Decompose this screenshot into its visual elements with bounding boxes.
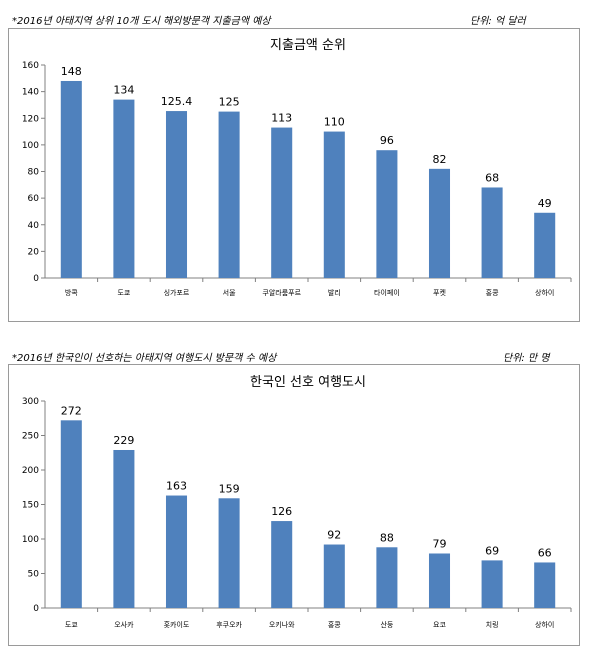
chart2-data-label: 88 — [380, 531, 394, 544]
chart2-data-label: 272 — [61, 404, 82, 417]
chart1-data-label: 113 — [271, 112, 292, 125]
chart2-svg: 한국인 선호 여행도시 0 50 100 150 200 250 300 272 도쿄 229 오사카… — [22, 374, 572, 629]
chart2-unit-note: 단위: 만 명 — [503, 353, 550, 364]
chart2-y-tick-label: 150 — [22, 501, 39, 511]
chart1-y-tick-label: 120 — [22, 114, 39, 124]
chart1-y-tick-label: 100 — [22, 141, 39, 151]
chart1-data-label: 125.4 — [161, 95, 193, 108]
chart2-category-label: 오키나와 — [269, 620, 295, 629]
chart2-y-tick-label: 250 — [22, 432, 39, 442]
chart1-category-label: 상하이 — [535, 288, 554, 297]
chart1-bar — [323, 131, 345, 278]
chart2-bar — [218, 498, 240, 608]
chart2-y-tick-label: 0 — [33, 604, 39, 614]
chart1-y-tick-label: 0 — [33, 274, 39, 284]
chart2-category-label: 상하이 — [535, 620, 554, 629]
chart2-y-tick-label: 200 — [22, 466, 39, 476]
chart1-bar — [271, 127, 293, 278]
chart1-bar — [165, 111, 188, 278]
chart1-y-tick-label: 40 — [28, 221, 40, 231]
chart1-bar — [534, 212, 556, 278]
chart1-category-label: 푸켓 — [433, 288, 446, 297]
chart2-bar — [428, 553, 451, 608]
chart2-bar — [165, 495, 188, 608]
chart2-category-label: 후쿠오카 — [216, 620, 242, 629]
chart1-category-label: 타이페이 — [374, 288, 400, 297]
chart2-bar — [60, 420, 82, 608]
chart2-bar — [323, 544, 345, 608]
chart1-svg: 지출금액 순위 0 20 40 60 80 100 120 140 160 148 방콕 134 도쿄 12… — [22, 38, 572, 297]
chart2-data-label: 126 — [271, 505, 292, 518]
chart2-y-tick-label: 100 — [22, 535, 39, 545]
chart1-data-label: 96 — [380, 134, 394, 147]
chart1-y-tick-label: 80 — [28, 168, 40, 178]
chart2-bar — [481, 560, 503, 608]
chart1-y-tick-label: 160 — [22, 61, 39, 71]
chart1-data-label: 110 — [324, 116, 345, 129]
chart2-y-tick-label: 300 — [22, 397, 39, 407]
chart1-y-tick-label: 60 — [28, 194, 40, 204]
chart1-bar — [218, 111, 240, 278]
chart1-bar — [428, 168, 451, 278]
chart1-category-label: 도쿄 — [117, 289, 130, 297]
chart1-data-label: 68 — [485, 171, 499, 184]
chart2-bar — [271, 521, 293, 608]
chart2-category-label: 오사카 — [114, 620, 134, 629]
chart1-bar — [376, 150, 398, 278]
chart2-bar — [534, 562, 556, 608]
chart1-panel: 지출금액 순위 0 20 40 60 80 100 120 140 160 148 방콕 134 도쿄 12… — [8, 28, 580, 322]
chart1-title: 지출금액 순위 — [270, 38, 346, 53]
chart2-bar — [376, 547, 398, 608]
chart1-category-label: 방콕 — [65, 288, 78, 297]
chart1-data-label: 125 — [219, 96, 240, 109]
chart1-category-label: 싱가포르 — [164, 288, 190, 297]
chart1-bar — [113, 99, 135, 278]
chart1-category-label: 서울 — [223, 288, 236, 297]
chart2-data-label: 79 — [433, 537, 447, 550]
chart1-y-tick-label: 140 — [22, 88, 39, 98]
chart1-bar — [60, 80, 82, 278]
chart2-category-label: 요코 — [433, 621, 446, 629]
chart2-data-label: 229 — [113, 434, 134, 447]
chart1-data-label: 49 — [538, 197, 552, 210]
chart1-data-label: 148 — [61, 65, 82, 78]
chart2-data-label: 69 — [485, 544, 499, 557]
chart2-data-label: 163 — [166, 480, 187, 493]
chart1-note-left: *2016년 아태지역 상위 10개 도시 해외방문객 지출금액 예상 — [12, 16, 271, 27]
chart1-category-label: 홍콩 — [486, 288, 499, 297]
chart2-note-left: *2016년 한국인이 선호하는 아태지역 여행도시 방문객 수 예상 — [12, 353, 277, 364]
chart2-category-label: 치링 — [486, 620, 499, 629]
chart2-category-label: 산둥 — [380, 620, 393, 629]
chart2-title: 한국인 선호 여행도시 — [250, 374, 366, 390]
chart2-category-label: 홍콩 — [328, 620, 341, 629]
chart2-category-label: 홋카이도 — [164, 620, 190, 629]
chart2-data-label: 92 — [327, 529, 341, 542]
chart1-bar — [481, 187, 503, 278]
chart1-data-label: 82 — [433, 153, 447, 166]
chart2-panel: 한국인 선호 여행도시 0 50 100 150 200 250 300 272 도쿄 229 오사카… — [8, 364, 580, 646]
chart2-bar — [113, 449, 135, 608]
chart2-category-label: 도쿄 — [65, 621, 78, 629]
chart2-data-label: 159 — [219, 482, 240, 495]
chart1-category-label: 발리 — [328, 288, 341, 297]
chart1-category-label: 쿠알라룸푸르 — [262, 288, 301, 297]
chart1-y-tick-label: 20 — [28, 247, 40, 257]
chart2-y-tick-label: 50 — [28, 570, 40, 580]
chart1-data-label: 134 — [113, 84, 134, 97]
chart1-unit-note: 단위: 억 달러 — [470, 16, 526, 27]
chart2-data-label: 66 — [538, 546, 552, 559]
